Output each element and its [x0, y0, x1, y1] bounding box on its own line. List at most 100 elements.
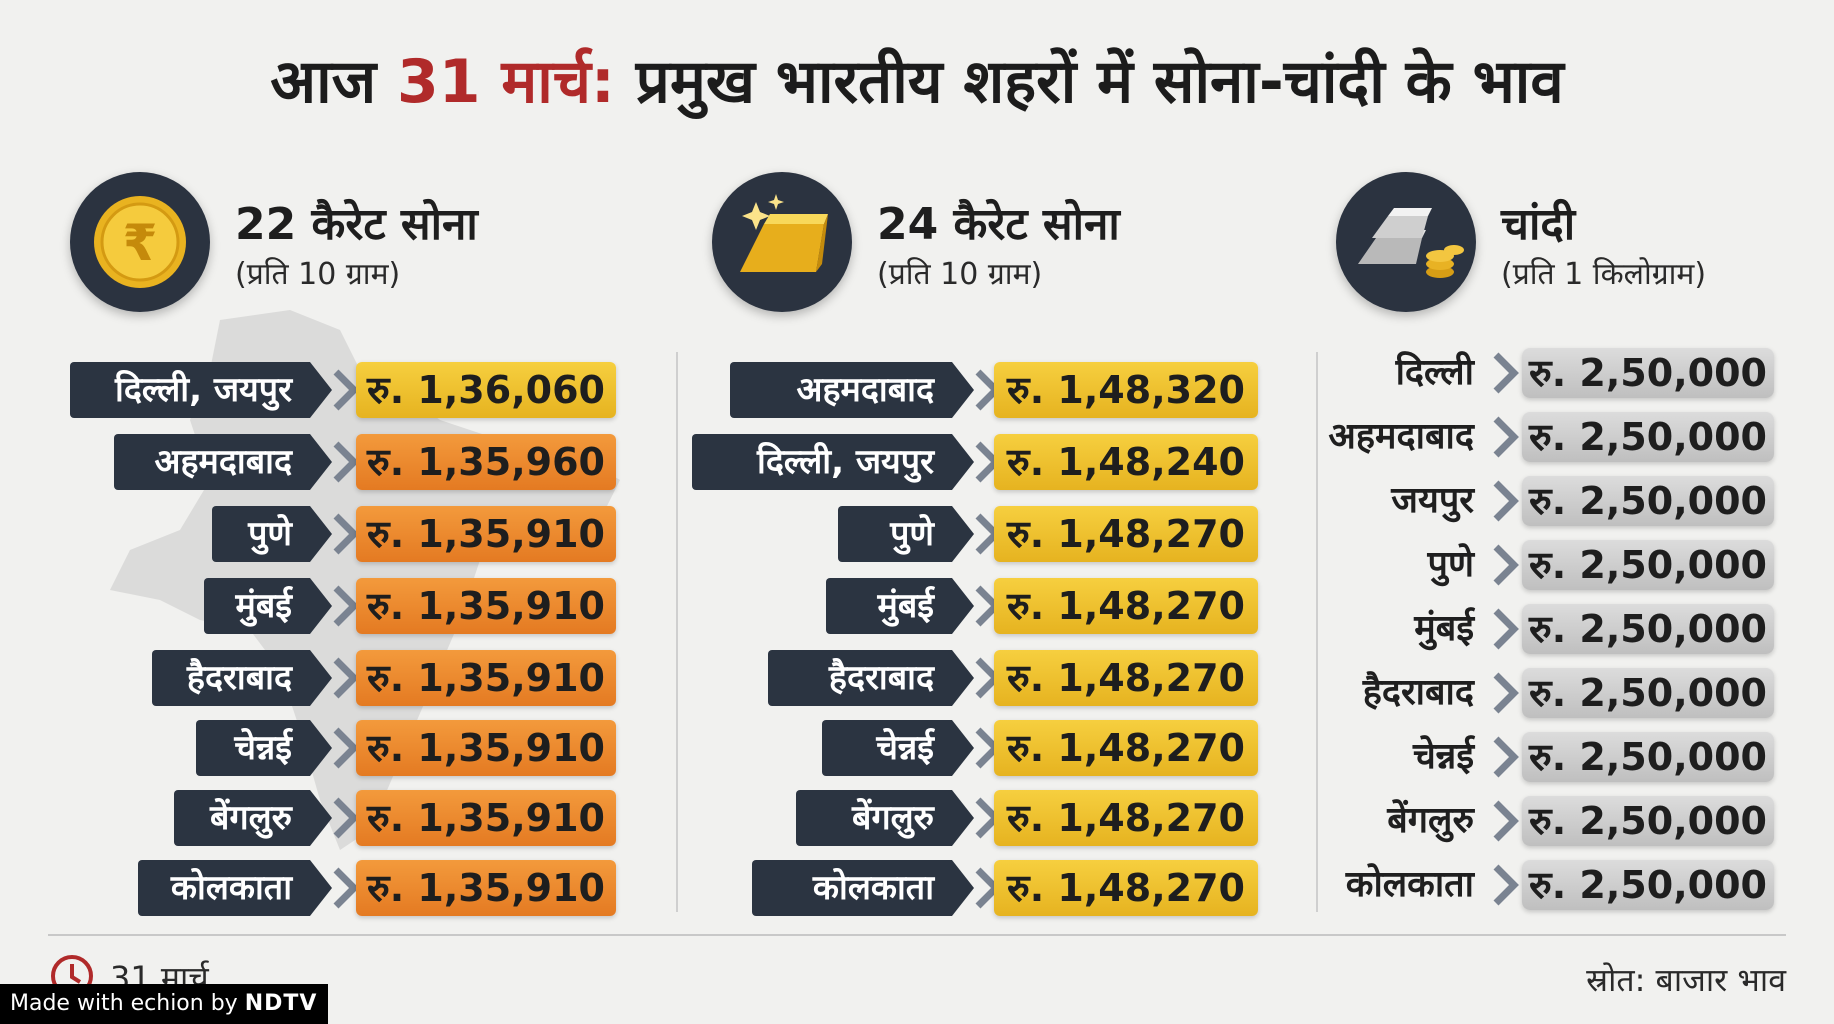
list-item: मुंबई रु. 2,50,000: [1322, 604, 1774, 654]
price-value: रु. 1,48,270: [994, 720, 1258, 776]
price-value: रु. 1,48,270: [994, 578, 1258, 634]
gold22-header: ₹ 22 कैरेट सोना (प्रति 10 ग्राम): [70, 172, 590, 322]
list-item: कोलकाता रु. 2,50,000: [1322, 860, 1774, 910]
list-item: हैदराबाद रु. 1,35,910: [70, 650, 616, 706]
price-value: रु. 2,50,000: [1522, 668, 1774, 718]
rupee-coin-icon: ₹: [70, 172, 210, 312]
chevron-right-icon: [1493, 672, 1519, 714]
city-label: बेंगलुरु: [1387, 800, 1474, 841]
list-item: जयपुर रु. 2,50,000: [1322, 476, 1774, 526]
list-item: कोलकाता रु. 1,48,270: [692, 860, 1258, 916]
city-label: दिल्ली: [1395, 352, 1474, 393]
list-item: मुंबई रु. 1,48,270: [692, 578, 1258, 634]
gold24-unit: (प्रति 10 ग्राम): [877, 257, 1043, 292]
city-label: हैदराबाद: [1362, 672, 1474, 713]
column-divider: [676, 352, 678, 912]
price-value: रु. 2,50,000: [1522, 348, 1774, 398]
price-value: रु. 1,48,270: [994, 790, 1258, 846]
silver-unit: (प्रति 1 किलोग्राम): [1501, 257, 1707, 292]
city-label: हैदराबाद: [768, 650, 974, 706]
city-label: जयपुर: [1391, 480, 1474, 521]
city-label: अहमदाबाद: [730, 362, 974, 418]
list-item: चेन्नई रु. 1,48,270: [692, 720, 1258, 776]
price-value: रु. 2,50,000: [1522, 604, 1774, 654]
chevron-right-icon: [333, 513, 359, 555]
made-with-text: Made with: [10, 991, 131, 1016]
price-value: रु. 2,50,000: [1522, 540, 1774, 590]
list-item: पुणे रु. 2,50,000: [1322, 540, 1774, 590]
list-item: पुणे रु. 1,35,910: [70, 506, 616, 562]
gold24-header: 24 कैरेट सोना (प्रति 10 ग्राम): [712, 172, 1232, 322]
chevron-right-icon: [333, 727, 359, 769]
svg-text:₹: ₹: [123, 214, 158, 272]
chevron-right-icon: [1493, 864, 1519, 906]
silver-header: चांदी (प्रति 1 किलोग्राम): [1336, 172, 1796, 322]
price-value: रु. 1,48,240: [994, 434, 1258, 490]
title-prefix: आज: [270, 47, 398, 117]
price-value: रु. 1,48,270: [994, 860, 1258, 916]
city-label: चेन्नई: [1412, 736, 1474, 777]
price-value: रु. 1,35,910: [356, 506, 616, 562]
city-label: कोलकाता: [752, 860, 974, 916]
list-item: चेन्नई रु. 2,50,000: [1322, 732, 1774, 782]
price-value: रु. 2,50,000: [1522, 796, 1774, 846]
price-value: रु. 1,48,320: [994, 362, 1258, 418]
price-value: रु. 1,35,910: [356, 790, 616, 846]
city-label: मुंबई: [826, 578, 974, 634]
chevron-right-icon: [333, 369, 359, 411]
city-label: पुणे: [838, 506, 974, 562]
title-date: 31 मार्च:: [397, 47, 615, 117]
city-label: कोलकाता: [1345, 864, 1474, 905]
title-rest: प्रमुख भारतीय शहरों में सोना-चांदी के भा…: [614, 47, 1564, 117]
made-with-brand: echion: [130, 991, 204, 1016]
city-label: चेन्नई: [822, 720, 974, 776]
list-item: दिल्ली, जयपुर रु. 1,48,240: [692, 434, 1258, 490]
city-label: कोलकाता: [138, 860, 332, 916]
city-label: बेंगलुरु: [174, 790, 332, 846]
chevron-right-icon: [1493, 608, 1519, 650]
list-item: हैदराबाद रु. 2,50,000: [1322, 668, 1774, 718]
gold22-unit: (प्रति 10 ग्राम): [235, 257, 401, 292]
city-label: पुणे: [1427, 544, 1474, 585]
price-value: रु. 2,50,000: [1522, 732, 1774, 782]
chevron-right-icon: [333, 585, 359, 627]
city-label: मुंबई: [1414, 608, 1474, 649]
silver-title: चांदी: [1501, 199, 1576, 250]
list-item: दिल्ली, जयपुर रु. 1,36,060: [70, 362, 616, 418]
gold-bar-icon: [712, 172, 852, 312]
chevron-right-icon: [333, 441, 359, 483]
price-value: रु. 1,35,910: [356, 578, 616, 634]
price-value: रु. 1,35,910: [356, 650, 616, 706]
city-label: दिल्ली, जयपुर: [692, 434, 974, 490]
city-label: अहमदाबाद: [114, 434, 332, 490]
price-value: रु. 2,50,000: [1522, 476, 1774, 526]
chevron-right-icon: [1493, 736, 1519, 778]
ndtv-logo: NDTV: [244, 991, 318, 1016]
page-title: आज 31 मार्च: प्रमुख भारतीय शहरों में सोन…: [0, 38, 1834, 120]
list-item: कोलकाता रु. 1,35,910: [70, 860, 616, 916]
gold22-title: 22 कैरेट सोना: [235, 199, 478, 250]
list-item: पुणे रु. 1,48,270: [692, 506, 1258, 562]
list-item: बेंगलुरु रु. 1,35,910: [70, 790, 616, 846]
chevron-right-icon: [333, 657, 359, 699]
city-label: अहमदाबाद: [1328, 416, 1474, 457]
made-with-badge[interactable]: Made with echion by NDTV: [0, 984, 328, 1024]
list-item: हैदराबाद रु. 1,48,270: [692, 650, 1258, 706]
city-label: मुंबई: [204, 578, 332, 634]
chevron-right-icon: [1493, 352, 1519, 394]
list-item: अहमदाबाद रु. 1,48,320: [692, 362, 1258, 418]
chevron-right-icon: [1493, 544, 1519, 586]
city-label: चेन्नई: [196, 720, 332, 776]
made-with-by: by: [203, 991, 245, 1016]
list-item: दिल्ली रु. 2,50,000: [1322, 348, 1774, 398]
list-item: मुंबई रु. 1,35,910: [70, 578, 616, 634]
price-value: रु. 2,50,000: [1522, 860, 1774, 910]
price-value: रु. 1,35,960: [356, 434, 616, 490]
gold24-title: 24 कैरेट सोना: [877, 199, 1120, 250]
city-label: बेंगलुरु: [796, 790, 974, 846]
chevron-right-icon: [1493, 416, 1519, 458]
chevron-right-icon: [1493, 800, 1519, 842]
price-value: रु. 1,36,060: [356, 362, 616, 418]
list-item: बेंगलुरु रु. 1,48,270: [692, 790, 1258, 846]
chevron-right-icon: [333, 797, 359, 839]
